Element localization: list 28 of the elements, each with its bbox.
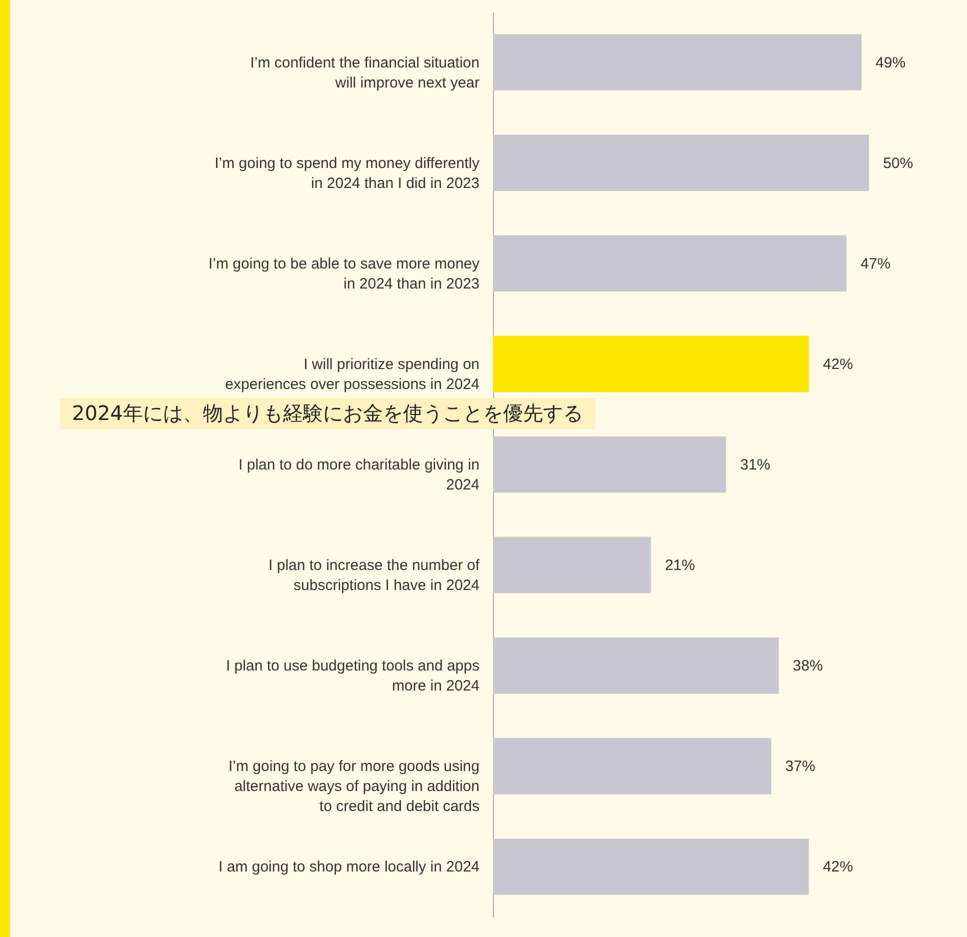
y-tick-label: I am going to shop more locally in 2024 — [218, 858, 480, 876]
data-label: 49% — [876, 54, 906, 72]
y-tick-label: I’m going to pay for more goods using alternative ways of paying in addition to credit and debit cards — [228, 758, 480, 816]
y-tick-label: I’m going to be able to save more money in 2024 than in 2023 — [208, 255, 480, 292]
bar — [493, 536, 651, 594]
bar — [493, 436, 726, 493]
y-tick-label: I will prioritize spending on experiences over possessions in 2024 — [225, 356, 480, 393]
y-tick-label: I’m confident the financial situation will improve next year — [250, 54, 480, 92]
y-tick-label: I plan to do more charitable giving in 2024 — [238, 456, 480, 494]
data-label: 21% — [664, 557, 695, 574]
y-tick-label: I’m going to spend my money differently in 2024 than I did in 2023 — [214, 154, 480, 192]
y-tick-label: I plan to use budgeting tools and apps more in 2024 — [226, 658, 480, 695]
data-label: 42% — [822, 356, 853, 373]
y-tick-label: I plan to increase the number of subscriptions I have in 2024 — [268, 557, 480, 594]
bar — [493, 738, 772, 794]
bar — [493, 134, 870, 191]
annotation: 2024年には、物よりも経験にお金を使うことを優先する — [60, 398, 595, 429]
data-label: 42% — [822, 858, 853, 876]
bar — [493, 34, 862, 90]
data-label: 31% — [740, 456, 770, 474]
bar — [493, 838, 809, 895]
data-label: 50% — [883, 154, 914, 172]
bar — [493, 235, 847, 292]
data-label: 38% — [792, 658, 823, 675]
data-label: 47% — [860, 255, 891, 272]
bar — [493, 637, 779, 694]
bar — [493, 336, 809, 392]
data-label: 37% — [785, 758, 816, 776]
